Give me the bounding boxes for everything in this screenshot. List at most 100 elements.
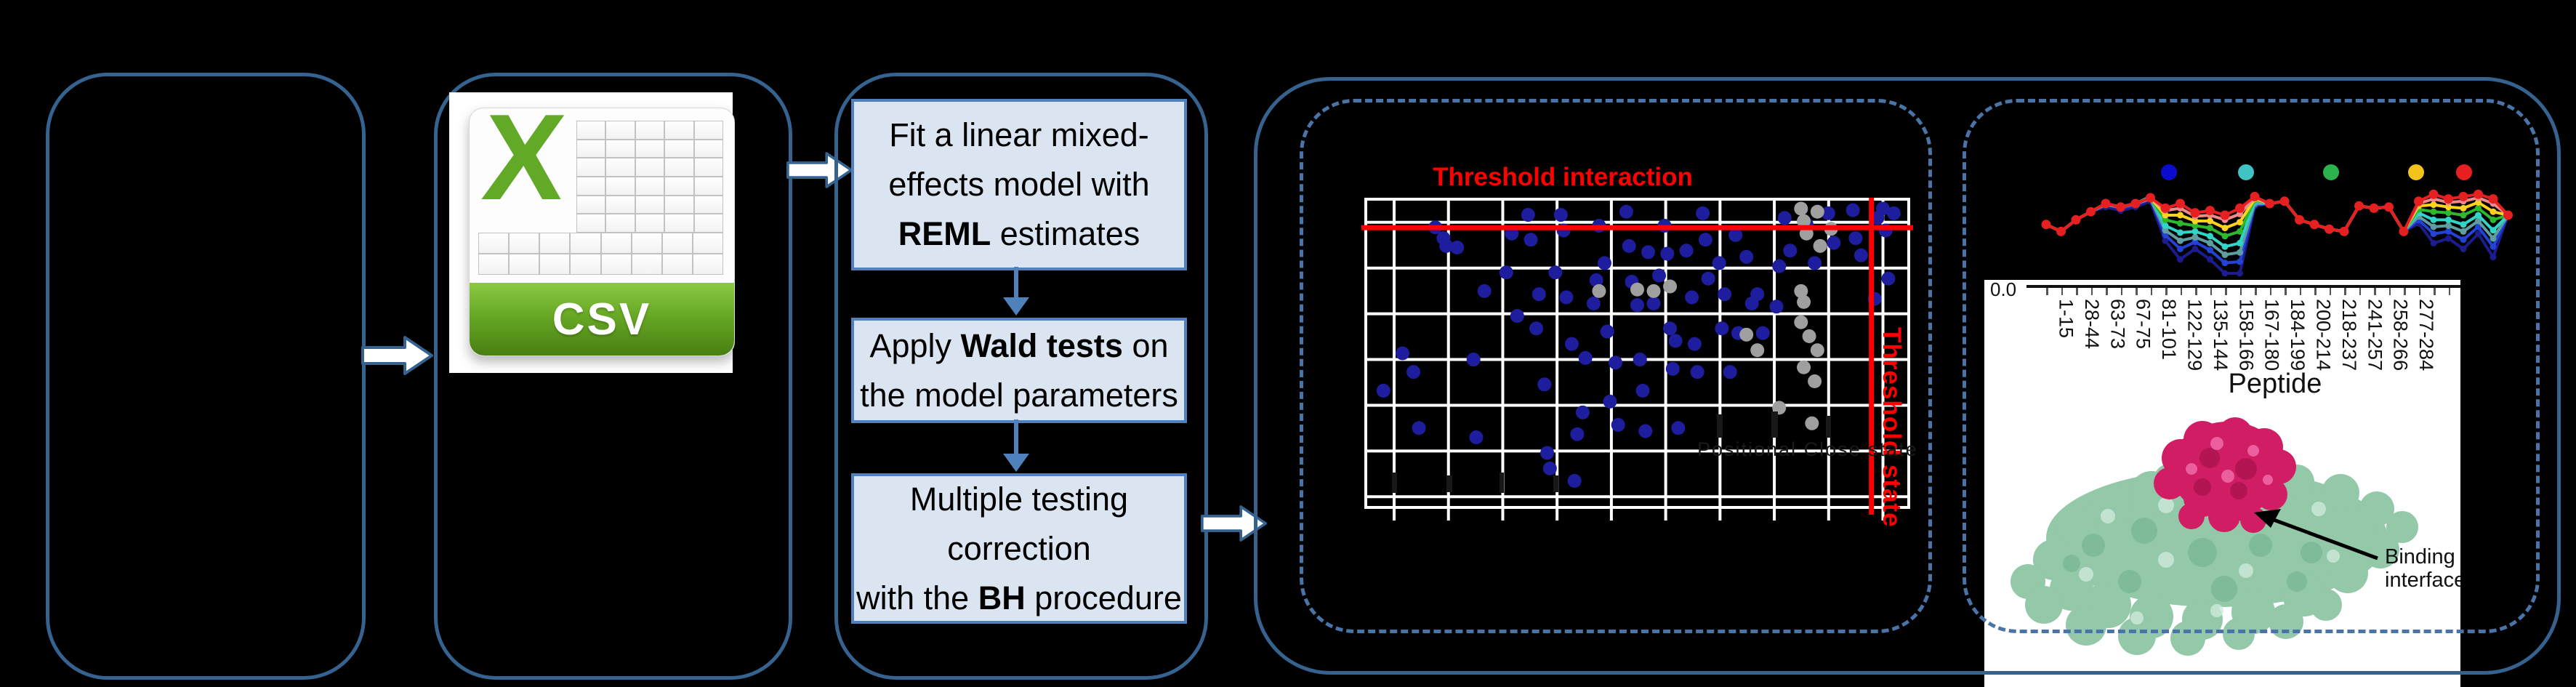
peptide-shade: [2199, 448, 2220, 468]
series-marker-red: [2250, 191, 2260, 201]
series-marker-navy: [2162, 237, 2169, 244]
series-marker-navy: [2430, 239, 2437, 246]
scatter-dot-significant-peptides: [1715, 321, 1729, 336]
peptide-tick-label: 63-73: [2106, 299, 2129, 350]
csv-file-image: X CSV: [449, 92, 735, 373]
legend-dot-icon: [2408, 164, 2424, 180]
scatter-dot-non-significant-peptides: [1797, 294, 1811, 309]
flow-arrow-down-icon: [1003, 267, 1029, 316]
peptide-shade: [2235, 458, 2257, 480]
series-marker-red: [2444, 194, 2453, 204]
scatter-dot-significant-peptides: [1406, 365, 1421, 379]
series-marker-cyan: [2177, 229, 2183, 236]
series-marker-yellow: [2221, 225, 2229, 232]
scatter-dot-significant-peptides: [1886, 206, 1901, 220]
peptide-tick-label: 167-180: [2261, 299, 2283, 371]
scatter-dot-significant-peptides: [1755, 326, 1770, 340]
series-marker-teal: [2191, 233, 2199, 241]
scatter-dot-significant-peptides: [1875, 201, 1890, 216]
scatter-dot-non-significant-peptides: [1813, 238, 1827, 253]
scatter-dot-significant-peptides: [1600, 324, 1614, 339]
protein-shade: [2063, 555, 2080, 572]
protein-shade: [2287, 571, 2307, 592]
series-marker-yellow: [2445, 204, 2452, 211]
x-axis-tick: [2076, 288, 2078, 295]
scatter-dot-significant-peptides: [1641, 245, 1656, 260]
series-marker-blue: [2460, 236, 2467, 244]
threshold-interaction-label: Threshold interaction: [1433, 163, 1693, 191]
series-marker-green: [2207, 225, 2213, 232]
spreadsheet-grid-bottom: [478, 233, 723, 275]
series-marker-blue: [2430, 230, 2437, 238]
scatter-dot-significant-peptides: [1466, 353, 1481, 367]
scatter-dot-significant-peptides: [1846, 203, 1860, 217]
flow-box-line: Multiple testing: [909, 480, 1129, 518]
panel-csv: [434, 73, 792, 680]
binding-interface-arrowhead: [2254, 509, 2281, 528]
scatter-dot-significant-peptides: [1718, 287, 1732, 302]
scatter-dot-non-significant-peptides: [1802, 329, 1816, 343]
x-axis-tick: [2404, 288, 2406, 295]
scatter-dot-significant-peptides: [1611, 417, 1625, 432]
x-axis-tick: [2285, 288, 2287, 295]
series-marker-green: [2445, 209, 2452, 217]
scatter-dot-significant-peptides: [1687, 337, 1702, 351]
series-marker-yellow: [2207, 217, 2213, 225]
scatter-dot-significant-peptides: [1690, 365, 1704, 379]
peptide-tick-label: 277-284: [2415, 299, 2438, 371]
series-marker-red: [2265, 198, 2274, 209]
threshold-state-label: Threshold state: [1877, 327, 1906, 528]
series-marker-navy: [2490, 254, 2497, 261]
scatter-dot-significant-peptides: [1853, 248, 1868, 262]
series-marker-red: [2041, 220, 2051, 230]
peptide-bump: [2154, 467, 2186, 499]
peptide-highlight: [2186, 463, 2197, 475]
x-axis-tick: [2299, 288, 2301, 295]
scatter-dot-significant-peptides: [1608, 355, 1622, 370]
csv-label: CSV: [552, 294, 652, 345]
x-axis-tick: [2120, 288, 2122, 295]
scatter-dot-significant-peptides: [1524, 233, 1538, 247]
faint-artifact: [1771, 411, 1778, 438]
protein-bump: [2386, 511, 2418, 543]
protein-bump: [2359, 491, 2394, 526]
series-marker-yellow: [2177, 212, 2183, 219]
series-marker-cyan: [2445, 216, 2452, 223]
scatter-dot-non-significant-peptides: [1810, 204, 1824, 219]
scatter-dot-significant-peptides: [1696, 206, 1710, 220]
protein-highlight: [2327, 550, 2340, 563]
x-axis-tick: [2434, 288, 2436, 295]
x-axis-tick: [2314, 288, 2317, 295]
peptide-tick-label: 135-144: [2209, 299, 2231, 371]
peptide-highlight: [2247, 445, 2259, 457]
x-axis-tick: [2225, 288, 2227, 295]
series-marker-green: [2191, 222, 2199, 229]
scatter-dot-significant-peptides: [1772, 259, 1787, 273]
scatter-dot-significant-peptides: [1578, 350, 1593, 365]
faint-artifact: [1717, 414, 1723, 438]
series-marker-cyan: [2430, 216, 2437, 223]
scatter-dot-significant-peptides: [1750, 287, 1765, 302]
scatter-dot-significant-peptides: [1646, 297, 1661, 311]
peptide-tick-label: 81-101: [2158, 299, 2181, 361]
series-marker-red: [2503, 210, 2513, 220]
legend-dot-icon: [2456, 164, 2472, 180]
series-marker-green: [2221, 233, 2229, 240]
series-marker-cyan: [2460, 221, 2467, 228]
deuteration-line-chart: [2041, 164, 2513, 277]
scatter-dot-significant-peptides: [1638, 424, 1653, 438]
series-marker-red: [2086, 206, 2096, 217]
series-marker-navy: [2191, 245, 2199, 252]
scatter-dot-non-significant-peptides: [1797, 214, 1811, 228]
interaction-scatter-plot: [1361, 198, 1913, 521]
faint-artifact: [1500, 473, 1504, 493]
series-marker-yellow: [2475, 198, 2482, 206]
series-marker-teal: [2460, 228, 2467, 235]
series-marker-blue: [2162, 231, 2169, 238]
flow-arrow-down-icon: [1003, 419, 1029, 472]
scatter-dot-non-significant-peptides: [1663, 279, 1678, 294]
scatter-dot-non-significant-peptides: [1592, 284, 1606, 298]
series-marker-cyan: [2191, 228, 2199, 235]
flow-box-line: with the BH procedure: [856, 579, 1182, 616]
